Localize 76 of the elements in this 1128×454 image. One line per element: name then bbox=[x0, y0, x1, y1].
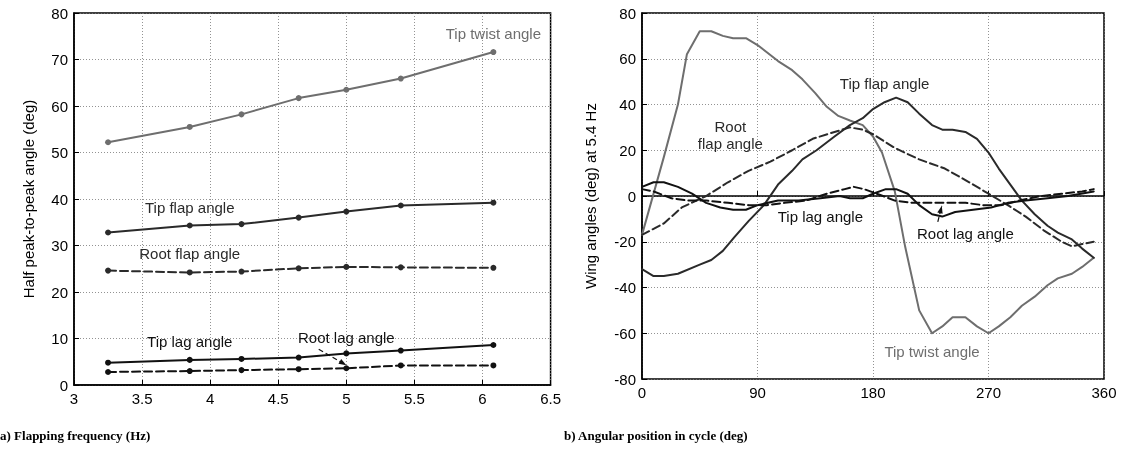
point bbox=[186, 356, 193, 363]
point bbox=[105, 267, 112, 274]
x-tick-label: 5.5 bbox=[403, 390, 425, 407]
point bbox=[490, 264, 497, 271]
y-tick-label: 0 bbox=[627, 187, 636, 205]
y-tick-label: 60 bbox=[619, 50, 636, 68]
point bbox=[490, 362, 497, 369]
point bbox=[238, 367, 245, 374]
point bbox=[490, 342, 497, 349]
series-label: Root flap angle bbox=[697, 117, 763, 152]
series-label: Tip flap angle bbox=[839, 75, 930, 93]
x-axis-title: a) Flapping frequency (Hz) bbox=[0, 428, 151, 443]
y-axis-title: Half peak-to-peak angle (deg) bbox=[20, 99, 37, 299]
x-tick-label: 6 bbox=[478, 390, 487, 407]
y-tick-label: 80 bbox=[51, 4, 68, 22]
y-tick-label: 10 bbox=[51, 330, 68, 347]
point bbox=[238, 268, 245, 275]
y-tick-label: -20 bbox=[614, 233, 636, 251]
x-tick-label: 4.5 bbox=[267, 390, 289, 407]
point bbox=[295, 265, 302, 272]
series-label: Tip twist angle bbox=[884, 343, 980, 361]
point bbox=[343, 350, 350, 357]
y-axis-title: Wing angles (deg) at 5.4 Hz bbox=[582, 103, 599, 289]
point bbox=[490, 199, 497, 206]
y-tick-label: 30 bbox=[51, 237, 68, 254]
y-tick-label: 50 bbox=[51, 144, 68, 161]
line-series bbox=[641, 96, 1095, 278]
y-tick-label: 40 bbox=[51, 190, 68, 208]
point bbox=[397, 75, 404, 82]
point bbox=[295, 354, 302, 361]
y-tick-label: -80 bbox=[614, 370, 636, 388]
x-tick-label: 360 bbox=[1091, 384, 1117, 401]
y-tick-label: -60 bbox=[614, 324, 636, 342]
legend-label: Root lag angle bbox=[917, 224, 1014, 242]
x-tick-label: 3 bbox=[69, 390, 79, 407]
x-tick-label: 3.5 bbox=[131, 390, 153, 407]
point bbox=[490, 49, 497, 56]
y-tick-label: 60 bbox=[51, 97, 68, 115]
point bbox=[295, 95, 302, 102]
x-tick-label: 4 bbox=[205, 390, 215, 407]
y-tick-label: 70 bbox=[51, 51, 68, 68]
point bbox=[343, 365, 350, 372]
point bbox=[105, 368, 112, 375]
y-tick-label: 20 bbox=[51, 283, 68, 301]
series-label: Tip lag angle bbox=[147, 332, 233, 350]
point bbox=[343, 263, 350, 270]
x-tick-label: 6.5 bbox=[540, 390, 561, 407]
point bbox=[397, 347, 404, 354]
point bbox=[397, 362, 404, 369]
x-tick-label: 0 bbox=[637, 384, 647, 401]
point bbox=[186, 123, 193, 130]
point bbox=[238, 355, 245, 362]
point bbox=[186, 368, 193, 375]
series-label: Tip twist angle bbox=[445, 25, 542, 43]
y-tick-label: 80 bbox=[619, 4, 636, 22]
point bbox=[295, 366, 302, 373]
x-tick-label: 270 bbox=[975, 384, 1002, 401]
point bbox=[105, 139, 112, 146]
y-tick-label: 40 bbox=[619, 96, 636, 113]
series-label: Tip lag angle bbox=[777, 208, 864, 226]
x-tick-label: 5 bbox=[342, 390, 351, 407]
x-tick-label: 90 bbox=[749, 384, 766, 401]
point bbox=[295, 214, 302, 221]
series-label: Tip flap angle bbox=[144, 198, 235, 216]
point bbox=[343, 86, 350, 93]
point bbox=[397, 264, 404, 271]
x-axis-title: b) Angular position in cycle (deg) bbox=[564, 428, 748, 443]
point bbox=[105, 229, 112, 236]
series-label: Root flap angle bbox=[139, 245, 241, 263]
y-tick-label: -40 bbox=[614, 279, 636, 296]
point bbox=[238, 221, 245, 228]
point bbox=[105, 359, 112, 366]
point bbox=[397, 202, 404, 209]
y-tick-label: 20 bbox=[619, 141, 636, 159]
series-label: Root lag angle bbox=[297, 329, 395, 347]
x-tick-label: 180 bbox=[860, 384, 886, 401]
